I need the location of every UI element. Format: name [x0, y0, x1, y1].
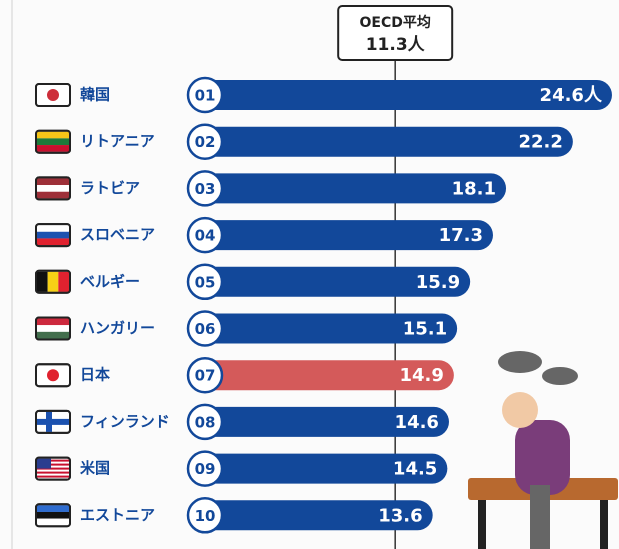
country-label: ベルギー — [80, 272, 140, 290]
flag-stripe — [37, 505, 69, 512]
reference-box — [337, 5, 454, 61]
rank-badge — [186, 403, 224, 441]
country-label: スロベニア — [80, 226, 155, 244]
flag-stripe — [47, 271, 59, 292]
rank-badge — [186, 356, 224, 394]
flag-stripe — [37, 459, 69, 462]
flag-border — [35, 223, 71, 248]
flag-border — [35, 503, 71, 528]
flag-stripe — [37, 231, 69, 239]
country-label: ラトビア — [80, 179, 140, 197]
rank-label: 10 — [195, 507, 216, 525]
flag-stripe — [58, 271, 69, 292]
bar — [201, 266, 471, 297]
rank-badge — [186, 263, 224, 301]
bar — [201, 220, 493, 251]
rank-label: 06 — [195, 320, 216, 338]
value-label: 18.1 — [452, 178, 496, 199]
country-label: フィンランド — [80, 412, 170, 430]
flag-stripe — [37, 463, 69, 466]
flag-border — [35, 83, 71, 107]
rank-label: 09 — [195, 460, 216, 478]
flag-border — [35, 129, 71, 154]
flag-stripe — [37, 318, 69, 326]
rank-badge — [186, 76, 224, 114]
value-label: 14.5 — [393, 459, 437, 480]
country-label: 日本 — [80, 366, 110, 384]
flag-stripe — [37, 471, 69, 474]
flag-stripe — [37, 178, 69, 186]
rank-label: 08 — [195, 413, 216, 431]
flag-stripe — [37, 191, 69, 199]
flag-stripe — [37, 511, 69, 519]
flag-border — [35, 269, 71, 294]
value-label: 17.3 — [439, 225, 483, 246]
rank-label: 02 — [195, 133, 216, 151]
flag-border — [35, 363, 71, 388]
country-label: エストニア — [80, 506, 155, 524]
bar — [201, 500, 433, 531]
value-label: 22.2 — [518, 132, 562, 153]
bar — [201, 126, 573, 157]
flag-stripe — [37, 475, 69, 478]
reference-value: 11.3人 — [366, 35, 426, 55]
flag-stripe — [37, 418, 69, 425]
bar — [201, 360, 454, 391]
rank-badge — [186, 216, 224, 254]
value-label: 15.9 — [416, 272, 460, 293]
value-label: 15.1 — [403, 319, 447, 340]
illustration — [468, 351, 618, 549]
rank-label: 07 — [195, 367, 216, 385]
rank-badge — [186, 497, 224, 534]
country-label: 韓国 — [80, 86, 110, 104]
value-label: 13.6 — [378, 505, 422, 526]
rank-badge — [186, 450, 224, 487]
flag-border — [35, 409, 71, 434]
rank-label: 05 — [195, 273, 216, 291]
flag-stripe — [37, 325, 69, 332]
flag-stripe — [37, 225, 69, 232]
flag-border — [35, 316, 71, 341]
rank-label: 03 — [195, 180, 216, 198]
country-label: 米国 — [80, 459, 110, 477]
country-label: リトアニア — [80, 132, 155, 150]
flag-emblem — [47, 369, 59, 382]
bar — [201, 453, 448, 484]
flag-stripe — [37, 518, 69, 526]
flag-stripe — [37, 331, 69, 339]
flag-stripe — [37, 145, 69, 152]
bar — [201, 80, 612, 110]
bar — [201, 406, 449, 437]
rank-label: 04 — [195, 227, 216, 245]
rank-badge — [186, 123, 224, 160]
flag-stripe — [37, 467, 69, 470]
bar — [201, 313, 458, 344]
rank-label: 01 — [195, 87, 216, 105]
reference-label: OECD平均 — [360, 14, 431, 31]
flag-stripe — [37, 185, 69, 192]
country-label: ハンガリー — [80, 319, 155, 337]
flag-border — [35, 176, 71, 201]
value-label: 24.6人 — [540, 85, 603, 106]
flag-stripe — [46, 411, 52, 432]
value-label: 14.9 — [399, 365, 443, 386]
value-label: 14.6 — [395, 412, 439, 433]
flag-border — [35, 456, 71, 481]
flag-stripe — [37, 271, 48, 292]
flag-stripe — [37, 131, 69, 139]
bar — [201, 173, 507, 204]
flag-emblem — [47, 89, 59, 101]
flag-stripe — [37, 138, 69, 146]
rank-badge — [186, 170, 224, 207]
flag-stripe — [37, 238, 69, 246]
rank-badge — [186, 310, 224, 347]
flag-canton — [37, 458, 51, 469]
